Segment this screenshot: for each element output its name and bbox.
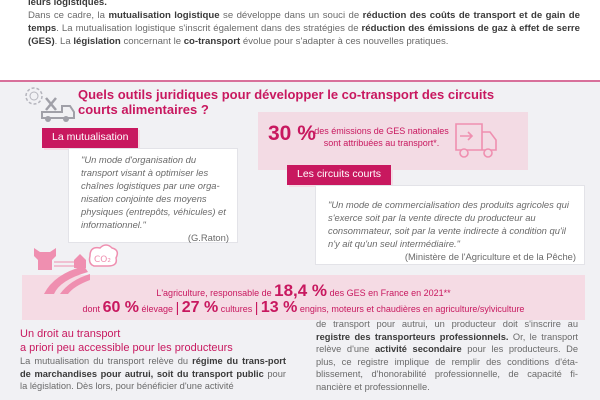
t: dont bbox=[82, 304, 103, 314]
intro-line0: leurs logistiques. bbox=[28, 0, 107, 8]
t: sont attribuées au transport*. bbox=[323, 138, 440, 148]
circuits-quote-box: "Un mode de commercialisation des produi… bbox=[315, 185, 585, 265]
t: L'agriculture, responsable de bbox=[156, 288, 275, 298]
mutualisation-quote-box: "Un mode d'organisation du transport vis… bbox=[68, 148, 238, 243]
t: pour la législation. Dès lors, pour béné… bbox=[20, 368, 286, 392]
heading-line1: Un droit au transport bbox=[20, 328, 121, 340]
svg-text:CO₂: CO₂ bbox=[94, 255, 111, 265]
value: 18,4 % bbox=[274, 281, 328, 300]
value: 13 % bbox=[260, 299, 298, 316]
t: engins, moteurs et chaudières en agricul… bbox=[297, 304, 525, 314]
t: | bbox=[254, 299, 259, 315]
t: réduction des coûts de transport et de g… bbox=[28, 10, 580, 34]
t: co-transport bbox=[183, 36, 241, 47]
mutualisation-label: La mutualisation bbox=[42, 128, 139, 148]
t: | bbox=[175, 299, 180, 315]
t: réduction des émissions de gaz à effet d… bbox=[28, 23, 580, 47]
value: 27 % bbox=[181, 299, 219, 316]
t: évolue pour s'adapter à ces nouvelles pr… bbox=[240, 36, 449, 47]
t: législation bbox=[73, 36, 121, 47]
intro-text: leurs logistiques. Dans ce cadre, la mut… bbox=[28, 0, 580, 48]
t: se développe dans un souci de bbox=[219, 10, 363, 21]
value: 30 % bbox=[268, 122, 316, 145]
value: 60 % bbox=[102, 299, 140, 316]
transport-stat-text: des émissions de GES nationales sont attr… bbox=[314, 125, 449, 149]
section-title: Quels outils juridiques pour développer … bbox=[78, 87, 495, 117]
t: des GES en France en 2021** bbox=[327, 288, 451, 298]
farm-co2-icon: CO₂ bbox=[34, 244, 119, 294]
circuits-source: (Ministère de l'Agriculture et de la Pêc… bbox=[404, 251, 576, 262]
t: . La mutualisation logistique s'inscrit … bbox=[56, 23, 362, 34]
gear-tools-truck-icon bbox=[25, 87, 75, 122]
circuits-quote: "Un mode de commercialisation des produi… bbox=[328, 199, 569, 249]
heading-line2: a priori peu accessible pour les product… bbox=[20, 342, 233, 354]
t: . La bbox=[54, 36, 74, 47]
t: élevage bbox=[139, 304, 176, 314]
t: de transport pour autrui, un producteur … bbox=[316, 319, 578, 329]
t: registre des transporteurs professionnel… bbox=[316, 331, 509, 342]
t: La mutualisation du transport relève du bbox=[20, 356, 193, 366]
mutualisation-quote: "Un mode d'organisation du transport vis… bbox=[81, 154, 226, 230]
t: activité secondaire bbox=[374, 344, 462, 354]
agriculture-line1: L'agriculture, responsable de 18,4 % des… bbox=[22, 281, 585, 301]
left-paragraph: La mutualisation du transport relève du … bbox=[20, 355, 286, 393]
t: mutualisation logistique bbox=[108, 10, 220, 21]
t: pour les producteurs. De plus, ce regist… bbox=[316, 344, 579, 392]
agriculture-line2: dont 60 % élevage | 27 % cultures | 13 %… bbox=[22, 299, 585, 317]
intro-section bbox=[0, 0, 600, 80]
t: Dans ce cadre, la bbox=[28, 10, 109, 21]
agriculture-stat-band: L'agriculture, responsable de 18,4 % des… bbox=[22, 275, 585, 320]
t: des émissions de GES nationales bbox=[314, 126, 449, 136]
t: concernant le bbox=[120, 36, 184, 47]
section-heading: Un droit au transport a priori peu acces… bbox=[20, 327, 233, 355]
t: régime du trans-port de marchandises pou… bbox=[20, 356, 286, 379]
transport-stat-box: 30 % des émissions de GES nationales sont… bbox=[258, 112, 528, 170]
t: Or, le transport relève d'une bbox=[316, 331, 578, 355]
divider bbox=[0, 80, 600, 82]
t: cultures bbox=[218, 304, 255, 314]
mutualisation-source: (G.Raton) bbox=[187, 232, 229, 243]
truck-icon bbox=[455, 123, 497, 158]
circuits-label: Les circuits courts bbox=[287, 165, 392, 185]
right-paragraph: de transport pour autrui, un producteur … bbox=[316, 318, 578, 393]
transport-stat-value: 30 % bbox=[268, 122, 316, 146]
